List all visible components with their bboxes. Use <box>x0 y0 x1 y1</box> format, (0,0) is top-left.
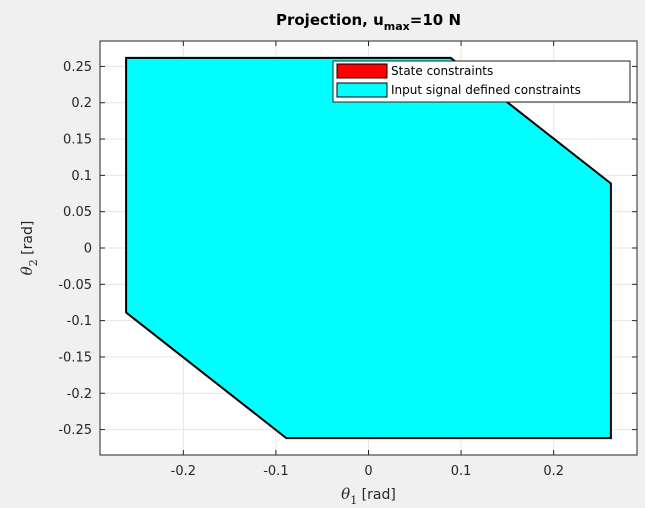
tick-marks <box>100 41 637 455</box>
legend-swatch-0 <box>336 63 388 79</box>
y-tick-label: -0.1 <box>67 314 92 329</box>
x-tick-label: -0.2 <box>171 464 196 479</box>
legend: State constraints Input signal defined co… <box>332 60 631 103</box>
y-tick-label: -0.2 <box>67 387 92 402</box>
x-axis-unit: [rad] <box>357 487 396 503</box>
chart-title-subscript: max <box>384 20 410 33</box>
y-axis-subscript: 2 <box>27 259 40 266</box>
series-polygon-1 <box>125 56 612 440</box>
x-axis-label: θ1 [rad] <box>341 485 396 507</box>
y-tick-label: 0.05 <box>63 205 92 220</box>
chart-title-main: Projection, u <box>276 11 384 29</box>
x-tick-label: 0 <box>364 464 372 479</box>
chart-title: Projection, umax=10 N <box>276 11 461 33</box>
y-tick-label: -0.15 <box>58 350 92 365</box>
y-tick-label: -0.25 <box>58 423 92 438</box>
x-axis-subscript: 1 <box>350 494 357 507</box>
x-tick-label: 0.2 <box>543 464 564 479</box>
y-tick-label: -0.05 <box>58 278 92 293</box>
x-tick-label: 0.1 <box>451 464 472 479</box>
legend-label-1: Input signal defined constraints <box>391 83 581 97</box>
legend-swatch-1 <box>336 82 388 98</box>
y-axis-label: θ2 [rad] <box>18 221 40 276</box>
y-tick-label: 0.2 <box>71 96 92 111</box>
y-axis-symbol: θ <box>18 266 36 275</box>
y-tick-label: 0.25 <box>63 60 92 75</box>
x-axis-symbol: θ <box>341 485 350 503</box>
y-tick-label: 0.1 <box>71 169 92 184</box>
y-tick-label: 0 <box>84 242 92 257</box>
legend-label-0: State constraints <box>391 64 493 78</box>
y-tick-label: 0.15 <box>63 133 92 148</box>
y-axis-unit: [rad] <box>20 221 36 260</box>
chart-title-suffix: =10 N <box>410 11 461 29</box>
axes-box <box>99 40 638 456</box>
x-tick-label: -0.1 <box>263 464 288 479</box>
plot-area <box>125 56 612 440</box>
tick-labels: -0.2 -0.1 0 0.1 0.2 -0.25 -0.2 -0.15 -0.1 -0.05 0 0… <box>58 60 564 479</box>
